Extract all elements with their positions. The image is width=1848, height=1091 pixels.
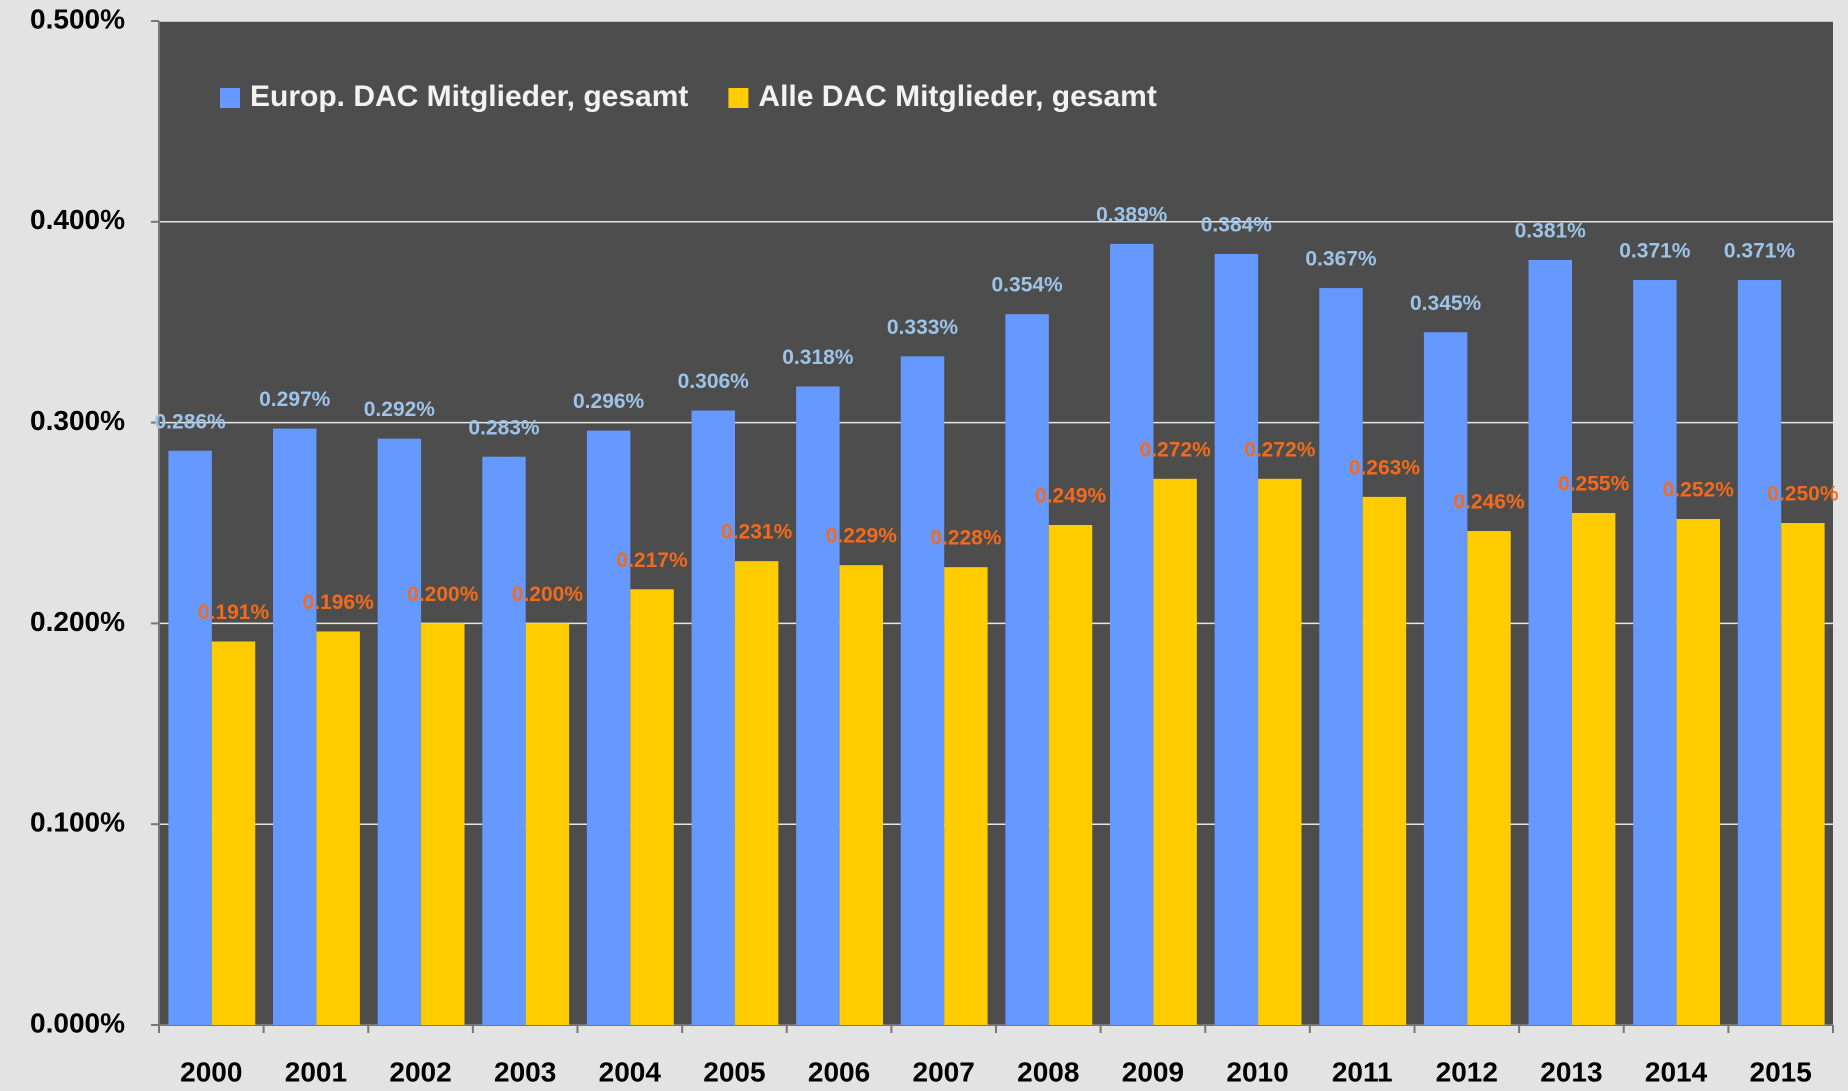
bar [734, 561, 779, 1025]
data-label: 0.255% [1558, 473, 1630, 496]
bar [421, 623, 465, 1025]
bar [1467, 531, 1511, 1025]
data-label: 0.252% [1663, 479, 1735, 502]
data-label: 0.272% [1140, 438, 1212, 461]
bar [525, 623, 570, 1025]
data-label: 0.345% [1410, 292, 1482, 315]
x-tick-label: 2011 [1332, 1056, 1393, 1087]
x-tick-label: 2006 [808, 1056, 870, 1087]
bar [1319, 288, 1363, 1026]
data-label: 0.200% [407, 583, 479, 606]
legend-label: Europ. DAC Mitglieder, gesamt [250, 80, 688, 113]
x-tick-label: 2013 [1540, 1056, 1602, 1087]
bar [1258, 478, 1302, 1026]
data-label: 0.229% [826, 525, 898, 548]
x-tick-label: 2010 [1226, 1056, 1288, 1087]
x-tick-label: 2002 [389, 1056, 451, 1087]
data-label: 0.354% [992, 274, 1064, 297]
bar [1676, 518, 1721, 1025]
bar [482, 456, 526, 1026]
data-label: 0.272% [1244, 438, 1316, 461]
x-tick-label: 2009 [1122, 1056, 1184, 1087]
bar [316, 631, 360, 1025]
data-label: 0.286% [155, 410, 227, 433]
x-tick-label: 2012 [1436, 1056, 1498, 1087]
bar [944, 567, 988, 1025]
bar [586, 430, 631, 1026]
bar [1571, 512, 1616, 1025]
data-label: 0.384% [1201, 213, 1273, 236]
bar [1423, 332, 1468, 1025]
y-tick-label: 0.500% [30, 3, 125, 34]
data-label: 0.292% [364, 398, 436, 421]
y-tick-label: 0.000% [30, 1007, 125, 1038]
data-label: 0.217% [616, 549, 688, 572]
data-label: 0.389% [1096, 203, 1168, 226]
data-label: 0.381% [1515, 219, 1587, 242]
data-label: 0.333% [887, 316, 959, 339]
data-label: 0.371% [1724, 240, 1796, 263]
data-label: 0.263% [1349, 456, 1421, 479]
x-tick-label: 2014 [1645, 1056, 1708, 1087]
bar [273, 428, 317, 1025]
data-label: 0.297% [259, 388, 331, 411]
y-tick-label: 0.200% [30, 606, 125, 637]
y-tick-label: 0.300% [30, 405, 125, 436]
data-label: 0.231% [721, 521, 793, 544]
data-label: 0.296% [573, 390, 645, 413]
bar [1633, 280, 1677, 1026]
bar [1737, 280, 1782, 1026]
bar [211, 641, 256, 1025]
bar [900, 356, 945, 1025]
data-label: 0.191% [198, 601, 270, 624]
data-label: 0.283% [468, 416, 540, 439]
x-tick-label: 2000 [180, 1056, 242, 1087]
bar [168, 450, 212, 1025]
data-label: 0.249% [1035, 485, 1107, 508]
legend-swatch [220, 88, 240, 108]
data-label: 0.196% [303, 591, 375, 614]
legend-swatch [728, 88, 749, 108]
x-tick-label: 2003 [494, 1056, 556, 1087]
bar [1005, 314, 1049, 1026]
bar [1528, 259, 1572, 1025]
x-tick-label: 2008 [1017, 1056, 1079, 1087]
data-label: 0.306% [678, 370, 750, 393]
data-label: 0.200% [512, 583, 584, 606]
bar [839, 565, 884, 1025]
x-tick-label: 2005 [703, 1056, 765, 1087]
bar [1214, 253, 1259, 1026]
bar [691, 410, 735, 1025]
bar [1362, 496, 1407, 1025]
bar [1048, 525, 1093, 1025]
x-tick-label: 2004 [599, 1056, 662, 1087]
x-tick-label: 2007 [913, 1056, 975, 1087]
data-label: 0.371% [1619, 240, 1691, 263]
bar [1781, 523, 1825, 1025]
data-label: 0.228% [930, 527, 1002, 550]
bar [630, 589, 674, 1025]
data-label: 0.250% [1767, 483, 1839, 506]
y-tick-label: 0.100% [30, 807, 125, 838]
legend-label: Alle DAC Mitglieder, gesamt [758, 80, 1156, 113]
bar [1153, 478, 1197, 1026]
data-label: 0.246% [1453, 491, 1525, 514]
bar [377, 438, 422, 1025]
y-tick-label: 0.400% [30, 204, 125, 235]
data-label: 0.318% [782, 346, 854, 369]
x-tick-label: 2015 [1750, 1056, 1812, 1087]
bar [796, 386, 840, 1025]
data-label: 0.367% [1305, 248, 1377, 271]
bar [1110, 243, 1154, 1025]
x-tick-label: 2001 [285, 1056, 347, 1087]
